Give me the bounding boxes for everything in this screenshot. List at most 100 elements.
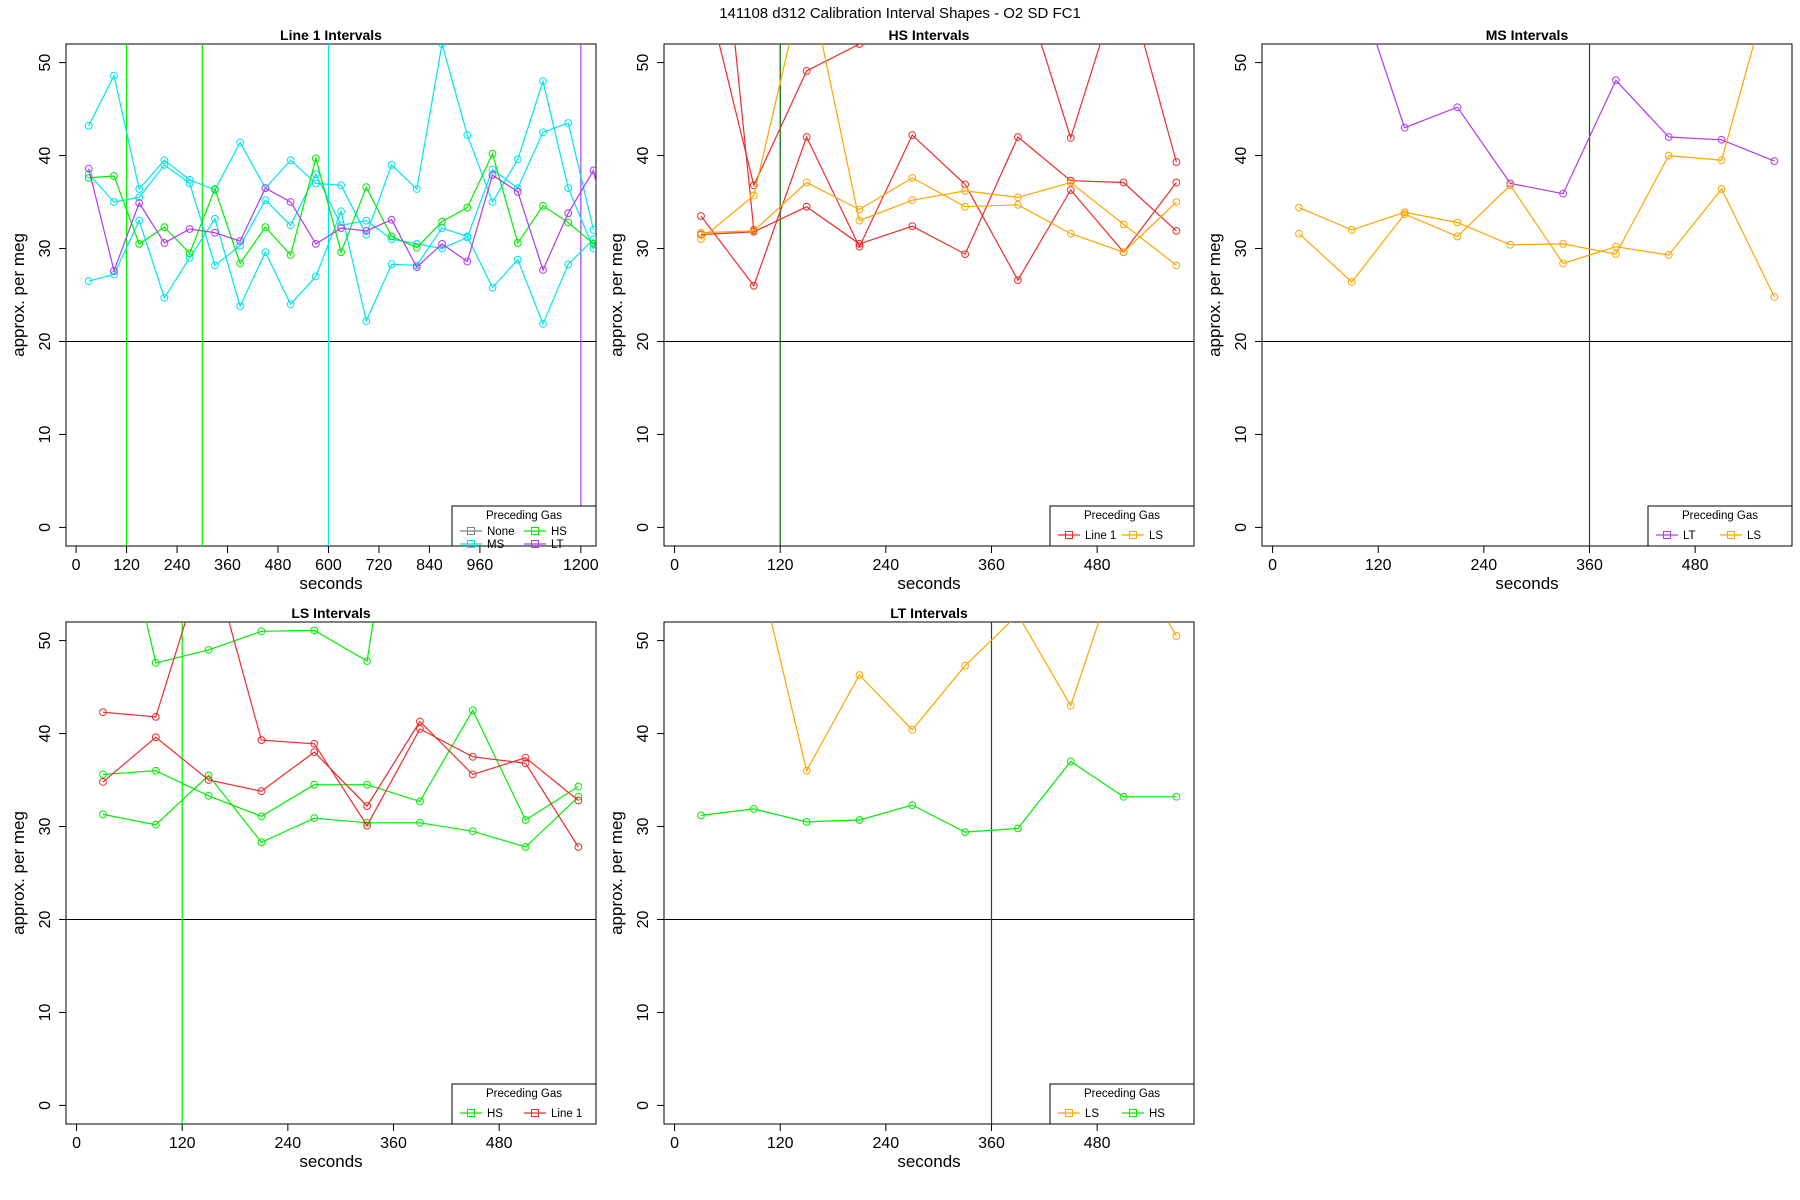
legend-marker xyxy=(1663,531,1671,539)
data-point xyxy=(1612,242,1620,251)
data-point xyxy=(488,171,497,179)
data-point xyxy=(1453,232,1462,241)
data-point xyxy=(1066,133,1075,142)
data-point xyxy=(185,249,194,258)
data-point xyxy=(802,817,811,826)
data-point xyxy=(855,216,864,225)
chart-title: Line 1 Intervals xyxy=(280,27,382,43)
chart-title: MS Intervals xyxy=(1486,27,1569,43)
data-point xyxy=(589,235,596,244)
data-point xyxy=(1506,240,1515,249)
series-line-hs xyxy=(145,622,374,664)
data-point xyxy=(488,165,497,174)
y-tick-label: 20 xyxy=(37,910,54,928)
x-tick-label: 240 xyxy=(164,557,191,574)
data-point xyxy=(574,796,583,805)
legend-marker xyxy=(1065,531,1073,539)
data-point xyxy=(1172,226,1181,235)
y-tick-label: 30 xyxy=(635,818,652,836)
data-point xyxy=(468,752,477,761)
data-point xyxy=(99,770,107,779)
data-point xyxy=(412,263,421,272)
data-point xyxy=(908,725,917,734)
data-point xyxy=(236,302,245,311)
data-point xyxy=(416,818,424,827)
data-point xyxy=(749,281,758,290)
data-point xyxy=(539,201,547,210)
data-point xyxy=(1506,181,1515,190)
x-tick-label: 360 xyxy=(978,557,1005,574)
data-point xyxy=(236,259,245,268)
y-axis-label: approx. per meg xyxy=(607,811,626,935)
legend-label: Line 1 xyxy=(1085,530,1116,542)
data-point xyxy=(1066,186,1075,194)
data-point xyxy=(257,838,266,847)
legend-title: Preceding Gas xyxy=(486,1088,562,1100)
series-line-lt xyxy=(88,168,596,273)
data-point xyxy=(749,804,758,813)
plot-area xyxy=(66,44,596,546)
y-tick-label: 10 xyxy=(1233,425,1250,443)
data-point xyxy=(1612,250,1620,258)
data-point xyxy=(521,816,530,824)
data-point xyxy=(468,706,477,715)
x-tick-label: 360 xyxy=(380,1135,407,1152)
data-point xyxy=(261,248,270,257)
data-point xyxy=(564,260,573,269)
y-tick-label: 20 xyxy=(1233,332,1250,350)
panels: Line 1 Intervals 0 120 240 360 480 600 720 840 96… xyxy=(9,27,1793,1171)
y-tick-label: 0 xyxy=(635,523,652,532)
legend-box xyxy=(1049,505,1195,547)
data-point xyxy=(749,226,758,235)
data-point xyxy=(802,133,811,141)
y-tick-label: 40 xyxy=(635,725,652,743)
data-point xyxy=(1295,203,1303,212)
data-point xyxy=(363,802,371,810)
data-point xyxy=(204,776,213,784)
x-tick-label: 120 xyxy=(767,557,794,574)
data-point xyxy=(589,244,596,253)
data-point xyxy=(84,173,93,182)
figure-title: 141108 d312 Calibration Interval Shapes … xyxy=(719,5,1081,22)
y-tick-label: 20 xyxy=(635,910,652,928)
chart-panel: Line 1 Intervals 0 120 240 360 480 600 720 840 96… xyxy=(9,27,599,593)
x-tick-label: 360 xyxy=(1576,557,1603,574)
data-point xyxy=(1172,261,1181,270)
data-point xyxy=(99,810,107,819)
data-point xyxy=(151,712,160,721)
data-point xyxy=(438,244,446,253)
data-point xyxy=(1014,824,1022,833)
legend-marker xyxy=(531,1109,539,1117)
plot-area xyxy=(664,622,1194,1124)
series-line-ls xyxy=(1298,44,1755,255)
y-tick-label: 50 xyxy=(37,54,54,72)
plot-area xyxy=(66,622,596,1124)
data-point xyxy=(84,164,93,173)
data-point xyxy=(135,185,144,193)
data-point xyxy=(135,199,144,207)
data-point xyxy=(387,160,396,169)
data-point xyxy=(513,155,522,164)
data-point xyxy=(539,266,547,274)
data-point xyxy=(362,317,371,325)
data-point xyxy=(261,196,270,205)
data-point xyxy=(1453,103,1462,112)
series-line-line-1 xyxy=(102,622,579,848)
data-point xyxy=(257,812,266,821)
y-tick-label: 40 xyxy=(1233,147,1250,165)
data-point xyxy=(1295,229,1303,238)
x-tick-label: 480 xyxy=(1084,557,1111,574)
data-point xyxy=(697,235,705,244)
y-tick-label: 10 xyxy=(37,1003,54,1021)
data-point xyxy=(99,708,107,717)
data-point xyxy=(521,753,530,762)
data-point xyxy=(110,266,118,275)
series-line-hs xyxy=(700,760,1177,833)
data-point xyxy=(261,184,270,192)
y-axis-label: approx. per meg xyxy=(607,233,626,357)
x-tick-label: 960 xyxy=(467,557,494,574)
data-point xyxy=(363,821,371,830)
chart-title: LT Intervals xyxy=(890,605,968,621)
data-point xyxy=(211,228,219,237)
